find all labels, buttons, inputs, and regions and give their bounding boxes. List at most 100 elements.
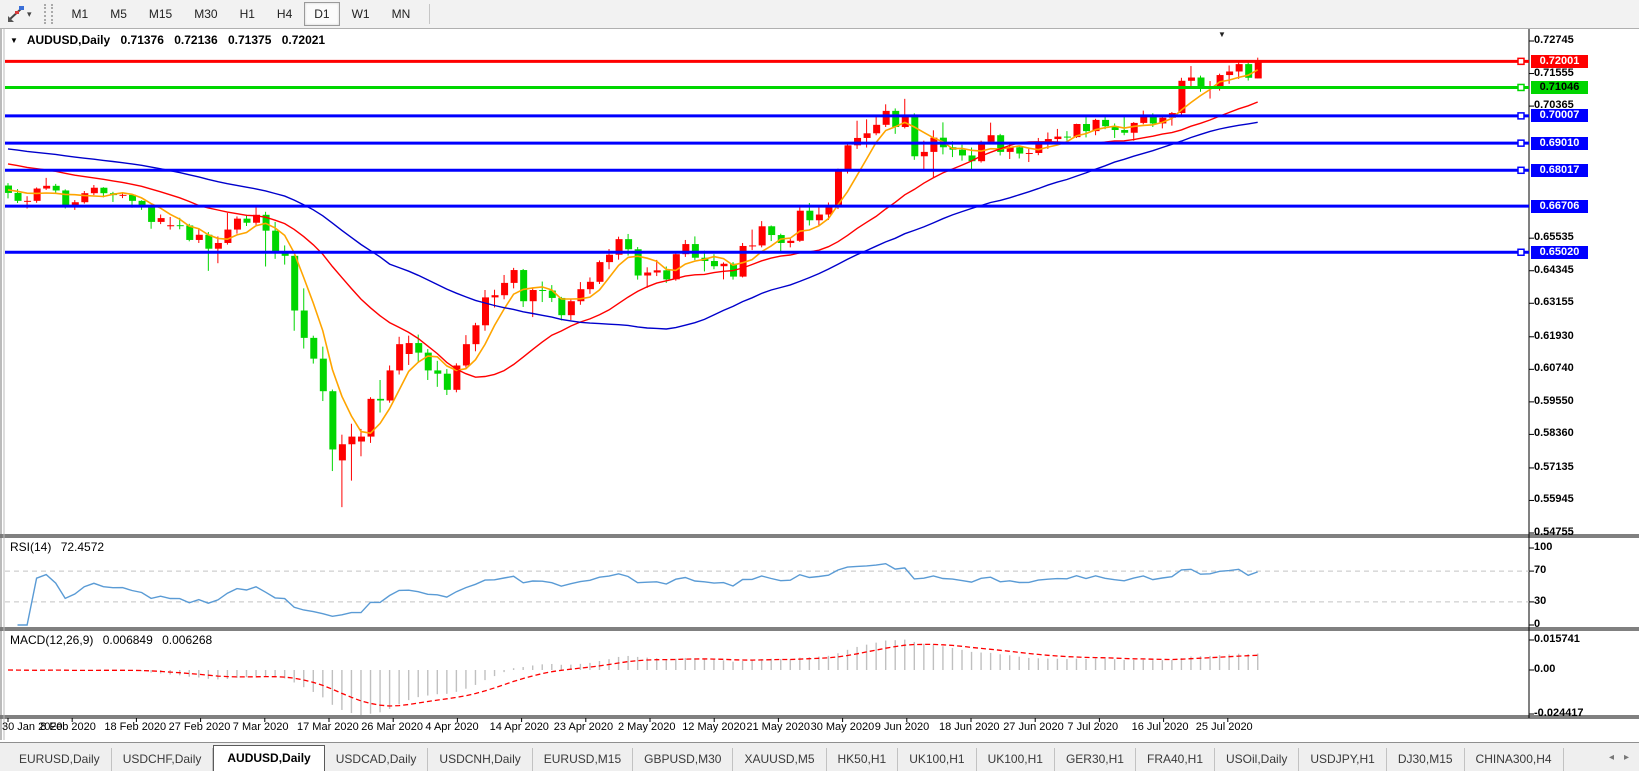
price-tick-label: 0.64345 [1534, 263, 1574, 276]
chart-tab-GBPUSD-M30[interactable]: GBPUSD,M30 [633, 748, 734, 771]
price-tick-label: 0.65535 [1534, 231, 1574, 244]
chart-title: ▼ AUDUSD,Daily 0.71376 0.72136 0.71375 0… [10, 33, 332, 47]
chart-tab-USOil-Daily[interactable]: USOil,Daily [1215, 748, 1300, 771]
ohlc-high: 0.72136 [174, 33, 218, 47]
tool-dropdown-caret-icon[interactable]: ▾ [27, 8, 32, 19]
chart-tab-HK50-H1[interactable]: HK50,H1 [827, 748, 899, 771]
price-tag-0.68017: 0.68017 [1531, 163, 1588, 177]
chart-tab-EURUSD-M15[interactable]: EURUSD,M15 [533, 748, 634, 771]
macd-axis-label: -0.024417 [1534, 707, 1584, 719]
date-label: 2 May 2020 [618, 721, 676, 733]
chart-tab-USDJPY-H1[interactable]: USDJPY,H1 [1299, 748, 1387, 771]
rsi-level-label: 70 [1534, 564, 1547, 577]
price-tick-label: 0.54755 [1534, 526, 1574, 538]
rsi-level-label: 30 [1534, 594, 1547, 607]
chart-tab-GER30-H1[interactable]: GER30,H1 [1055, 748, 1136, 771]
chart-tab-UK100-H1[interactable]: UK100,H1 [898, 748, 977, 771]
timeframe-button-M15[interactable]: M15 [148, 7, 173, 21]
macd-axis-label: 0.015741 [1534, 633, 1580, 645]
price-tick-label: 0.55945 [1534, 493, 1574, 506]
price-tag-0.66706: 0.66706 [1531, 199, 1588, 213]
price-tick-label: 0.59550 [1534, 394, 1574, 407]
chart-tab-bar: EURUSD,Daily USDCHF,Daily AUDUSD,Daily USDC… [0, 742, 1639, 771]
macd-signal-value: 0.006268 [162, 633, 213, 647]
timeframe-button-W1[interactable]: W1 [351, 7, 370, 21]
macd-indicator-name: MACD(12,26,9) [10, 633, 94, 647]
price-tag-0.69010: 0.69010 [1531, 136, 1588, 150]
timeframe-button-H1[interactable]: H1 [239, 7, 255, 21]
date-label: 21 May 2020 [746, 721, 810, 733]
rsi-panel-label: RSI(14) 72.4572 [10, 540, 110, 554]
price-tag-0.65020: 0.65020 [1531, 245, 1588, 259]
price-tick-label: 0.71555 [1534, 66, 1574, 79]
top-toolbar: ▾ M1 M5 M15 M30 H1 H4 D1 W1 MN [0, 0, 1639, 29]
timeframe-button-M30[interactable]: M30 [194, 7, 218, 21]
tab-scroll-arrows: ◂ ▸ [1609, 752, 1629, 763]
timeframe-button-M1[interactable]: M1 [71, 7, 89, 21]
date-label: 7 Jul 2020 [1067, 721, 1119, 733]
macd-axis-label: 0.00 [1534, 663, 1556, 675]
chart-tab-CHINA300-H4[interactable]: CHINA300,H4 [1465, 748, 1564, 771]
date-label: 17 Mar 2020 [297, 721, 359, 733]
chart-tab-DJ30-M15[interactable]: DJ30,M15 [1387, 748, 1465, 771]
timeframe-button-M5[interactable]: M5 [110, 7, 127, 21]
price-tick-label: 0.61930 [1534, 329, 1574, 342]
date-label: 16 Jul 2020 [1131, 721, 1189, 733]
rsi-level-label: 0 [1534, 618, 1541, 630]
date-label: 4 Apr 2020 [425, 721, 479, 733]
price-tag-0.72001: 0.72001 [1531, 54, 1588, 68]
macd-panel-label: MACD(12,26,9) 0.006849 0.006268 [10, 633, 218, 647]
chart-tab-USDCNH-Daily[interactable]: USDCNH,Daily [428, 748, 533, 771]
price-tag-0.70007: 0.70007 [1531, 109, 1588, 123]
chart-tab-EURUSD-Daily[interactable]: EURUSD,Daily [8, 748, 112, 771]
price-tick-label: 0.70365 [1534, 99, 1574, 112]
date-label: 23 Apr 2020 [553, 721, 614, 733]
date-label: 14 Apr 2020 [489, 721, 549, 733]
chart-shift-marker-icon[interactable]: ▼ [1218, 30, 1226, 39]
date-label: 12 May 2020 [682, 721, 746, 733]
toolbar-separator [429, 4, 431, 24]
date-label: 18 Jun 2020 [939, 721, 1000, 733]
date-label: 30 May 2020 [810, 721, 875, 733]
chart-symbol: AUDUSD,Daily [26, 33, 111, 47]
rsi-indicator-name: RSI(14) [10, 540, 52, 554]
rsi-current-value: 72.4572 [60, 540, 105, 554]
chart-tab-USDCAD-Daily[interactable]: USDCAD,Daily [325, 748, 429, 771]
price-tick-label: 0.60740 [1534, 362, 1574, 375]
chart-tab-XAUUSD-M5[interactable]: XAUUSD,M5 [733, 748, 827, 771]
crosshair-tool-icon[interactable] [6, 5, 26, 23]
timeframe-button-H4[interactable]: H4 [276, 7, 293, 21]
ohlc-low: 0.71375 [227, 33, 272, 47]
chart-tab-AUDUSD-Daily[interactable]: AUDUSD,Daily [213, 745, 325, 771]
ohlc-close: 0.72021 [281, 33, 326, 47]
chart-tab-UK100-H1[interactable]: UK100,H1 [977, 748, 1055, 771]
date-label: 9 Jun 2020 [874, 721, 930, 733]
price-tick-label: 0.72745 [1534, 34, 1574, 46]
chart-canvas[interactable] [0, 28, 1639, 742]
date-label: 7 Mar 2020 [232, 721, 289, 733]
price-tick-label: 0.57135 [1534, 460, 1574, 473]
date-label: 30 Jan 2020 [2, 721, 63, 733]
date-label: 18 Feb 2020 [104, 721, 167, 733]
timeframe-button-D1[interactable]: D1 [304, 2, 340, 26]
toolbar-grip[interactable] [43, 4, 53, 24]
timeframe-button-MN[interactable]: MN [391, 7, 411, 21]
timeframe-buttons: M1 M5 M15 M30 H1 H4 D1 W1 MN [61, 2, 422, 26]
tab-scroll-right-icon[interactable]: ▸ [1623, 751, 1629, 763]
date-label: 27 Jun 2020 [1003, 721, 1064, 733]
price-tick-label: 0.63155 [1534, 296, 1574, 309]
date-label: 8 Feb 2020 [40, 721, 96, 733]
rsi-level-label: 100 [1534, 541, 1553, 553]
collapse-triangle-icon[interactable]: ▼ [10, 36, 18, 45]
tab-scroll-left-icon[interactable]: ◂ [1608, 751, 1614, 763]
macd-main-value: 0.006849 [102, 633, 153, 647]
chart-tab-USDCHF-Daily[interactable]: USDCHF,Daily [112, 748, 214, 771]
chart-window[interactable] [0, 28, 1639, 742]
date-label: 25 Jul 2020 [1195, 721, 1253, 733]
date-label: 27 Feb 2020 [168, 721, 231, 733]
price-tick-label: 0.58360 [1534, 427, 1574, 440]
ohlc-open: 0.71376 [120, 33, 164, 47]
chart-tab-FRA40-H1[interactable]: FRA40,H1 [1136, 748, 1216, 771]
date-label: 26 Mar 2020 [361, 721, 423, 733]
price-tag-0.71046: 0.71046 [1531, 80, 1588, 94]
